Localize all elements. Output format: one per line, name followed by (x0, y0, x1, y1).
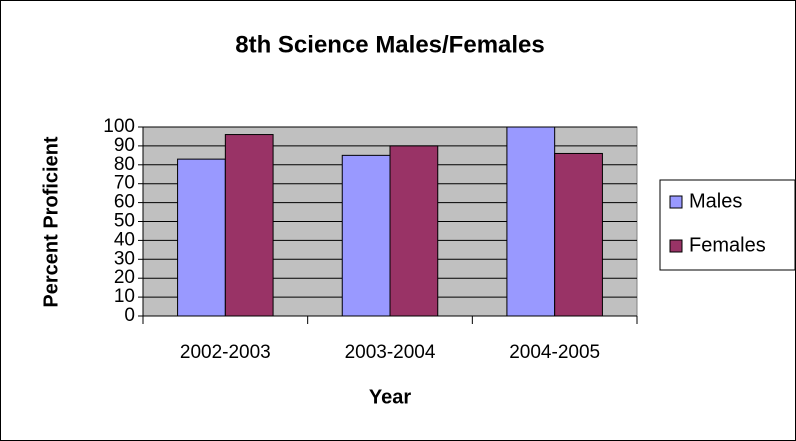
y-tick-label: 30 (114, 248, 135, 269)
legend-label: Females (689, 234, 766, 256)
legend-swatch (669, 239, 683, 253)
chart-title: 8th Science Males/Females (235, 31, 545, 58)
bar (389, 145, 439, 317)
y-axis-label: Percent Proficient (40, 136, 62, 308)
y-tick-label: 60 (114, 192, 135, 213)
bar (224, 134, 274, 317)
y-tick-label: 0 (124, 305, 135, 326)
x-axis-label: Year (369, 386, 411, 408)
x-tick-label: 2003-2004 (345, 342, 436, 363)
y-tick-label: 20 (114, 267, 135, 288)
y-tick-label: 10 (114, 286, 135, 307)
bar (506, 126, 556, 317)
y-tick-label: 90 (114, 135, 135, 156)
legend-swatch (669, 195, 683, 209)
y-tick-label: 100 (103, 116, 135, 137)
y-tick-label: 50 (114, 211, 135, 232)
y-tick-label: 70 (114, 173, 135, 194)
x-tick-label: 2004-2005 (509, 342, 600, 363)
legend-box (659, 179, 796, 271)
bar (341, 154, 391, 317)
legend-label: Males (689, 190, 742, 212)
bar (554, 152, 603, 317)
x-tick-label: 2002-2003 (180, 342, 271, 363)
bar (177, 158, 226, 317)
y-tick-label: 80 (114, 154, 135, 175)
y-tick-label: 40 (114, 229, 135, 250)
